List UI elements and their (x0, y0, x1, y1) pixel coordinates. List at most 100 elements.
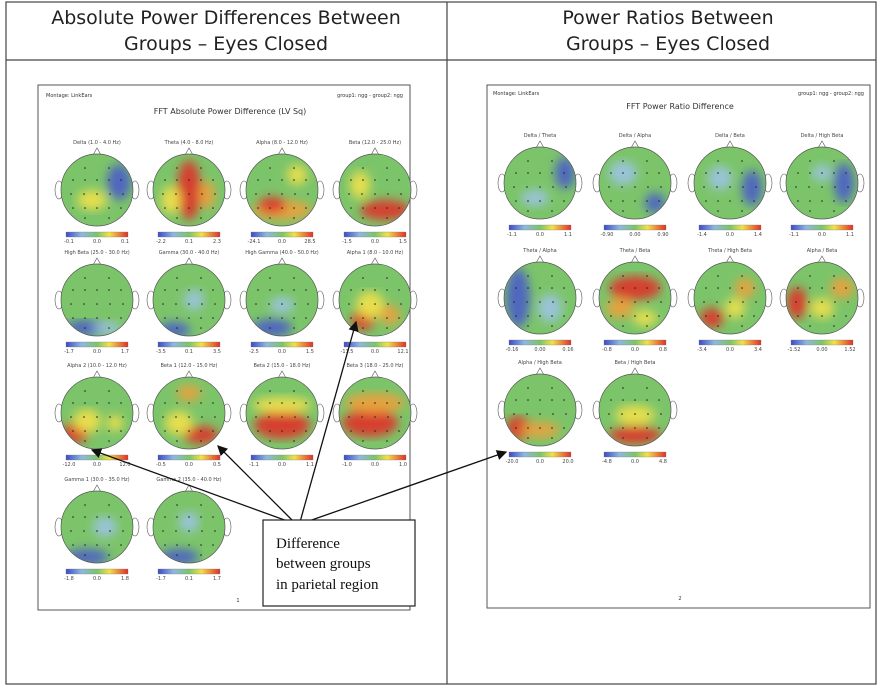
electrode (610, 200, 612, 202)
electrode (176, 430, 178, 432)
electrode (741, 210, 743, 212)
map-blob (179, 512, 199, 532)
scale-label: 1.1 (846, 232, 854, 238)
electrode (386, 167, 388, 169)
electrode (539, 301, 541, 303)
electrode (400, 303, 402, 305)
electrode (120, 179, 122, 181)
electrode (658, 172, 660, 174)
electrode (120, 402, 122, 404)
electrode (96, 430, 98, 432)
scale-label: 0.00 (534, 347, 545, 353)
map-label: Beta 1 (12.0 - 15.0 Hz) (160, 363, 217, 369)
map-label: Delta / High Beta (801, 133, 844, 139)
electrode (176, 544, 178, 546)
color-scale (65, 231, 129, 238)
color-scale (343, 341, 407, 348)
electrode (658, 399, 660, 401)
electrode (539, 413, 541, 415)
head-map (504, 262, 576, 334)
head-map (61, 377, 133, 449)
head-map (153, 264, 225, 336)
scale-label: -3.5 (156, 349, 166, 355)
electrode (84, 289, 86, 291)
electrode (175, 416, 177, 418)
electrode (212, 430, 214, 432)
color-scale (343, 454, 407, 461)
electrode (513, 186, 515, 188)
electrode (201, 193, 203, 195)
electrode (845, 200, 847, 202)
electrode (175, 303, 177, 305)
map-blob (252, 397, 312, 413)
electrode (539, 315, 541, 317)
electrode (527, 210, 529, 212)
electrode (212, 544, 214, 546)
electrode (809, 210, 811, 212)
electrode (387, 303, 389, 305)
electrode (741, 315, 743, 317)
electrode (634, 186, 636, 188)
nose (630, 367, 640, 376)
electrode (565, 186, 567, 188)
electrode (281, 416, 283, 418)
electrode (621, 413, 623, 415)
electrode (108, 554, 110, 556)
electrode (176, 289, 178, 291)
map-blobs (159, 512, 199, 563)
electrode (821, 172, 823, 174)
head-outline (245, 263, 319, 337)
page-number: 2 (678, 596, 681, 602)
electrode (646, 200, 648, 202)
electrode (646, 172, 648, 174)
callout-text: between groups (276, 556, 371, 572)
scale-label: -20.0 (506, 459, 519, 465)
electrode (176, 554, 178, 556)
electrode (551, 210, 553, 212)
electrode (200, 390, 202, 392)
electrode (175, 530, 177, 532)
electrode (563, 399, 565, 401)
electrode (108, 289, 110, 291)
electrode (361, 416, 363, 418)
electrode (563, 200, 565, 202)
map-blob (93, 517, 117, 537)
map-blob (183, 426, 219, 444)
electrode (362, 289, 364, 291)
electrode (847, 186, 849, 188)
head-map (339, 377, 411, 449)
electrode (293, 289, 295, 291)
electrode (214, 416, 216, 418)
report-title: FFT Power Ratio Difference (626, 102, 734, 111)
electrode (646, 210, 648, 212)
electrode (305, 430, 307, 432)
map-blob (350, 171, 370, 199)
electrode (809, 275, 811, 277)
head-outline (60, 490, 134, 564)
head-outline (785, 146, 859, 220)
map-label: Gamma (30.0 - 40.0 Hz) (159, 250, 220, 256)
electrode (716, 301, 718, 303)
header-title: Power Ratios Between (562, 7, 773, 29)
report-title: FFT Absolute Power Difference (LV Sq) (154, 107, 307, 116)
electrode (350, 402, 352, 404)
scale-label: 0.0 (93, 239, 101, 245)
scale-label: -1.7 (156, 576, 166, 582)
electrode (70, 303, 72, 305)
electrode (72, 516, 74, 518)
electrode (398, 179, 400, 181)
electrode (84, 504, 86, 506)
electrode (84, 554, 86, 556)
map-blob (538, 294, 562, 322)
nose (630, 140, 640, 149)
electrode (350, 289, 352, 291)
electrode (634, 413, 636, 415)
nose (92, 147, 102, 156)
electrode (660, 301, 662, 303)
electrode (705, 172, 707, 174)
map-label: Beta 2 (15.0 - 18.0 Hz) (253, 363, 310, 369)
scale-label: 3.5 (213, 349, 221, 355)
electrode (621, 301, 623, 303)
scale-label: -1.1 (507, 232, 517, 238)
